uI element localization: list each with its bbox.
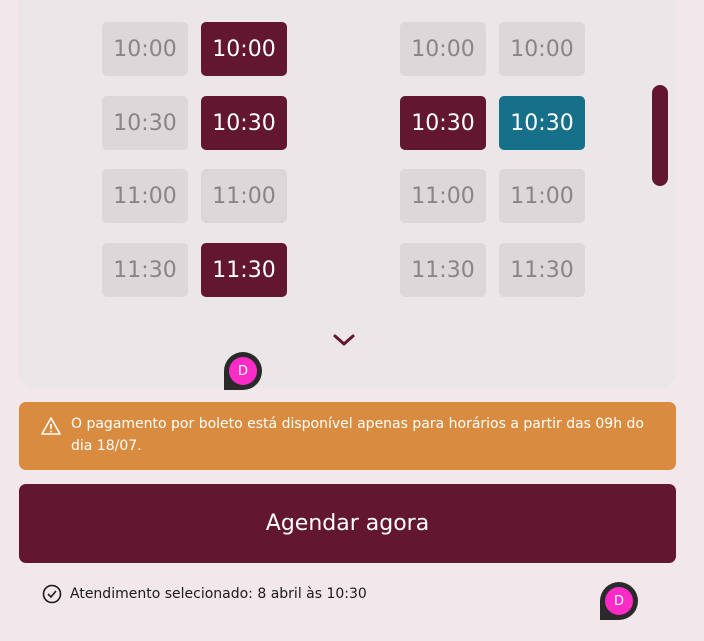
marker-label: D	[229, 357, 257, 385]
check-circle-icon	[42, 584, 62, 604]
time-slot[interactable]: 10:00	[201, 22, 287, 76]
time-slot[interactable]: 11:00	[499, 169, 585, 223]
time-slot[interactable]: 11:30	[201, 243, 287, 297]
time-slot[interactable]: 10:00	[499, 22, 585, 76]
boleto-warning: O pagamento por boleto está disponível a…	[19, 402, 676, 470]
time-slot-selected[interactable]: 10:30	[499, 96, 585, 150]
warning-icon	[41, 417, 61, 435]
selected-appointment: Atendimento selecionado: 8 abril às 10:3…	[42, 584, 367, 604]
schedule-now-button[interactable]: Agendar agora	[19, 484, 676, 563]
cursor-marker: D	[224, 352, 262, 390]
time-slot[interactable]: 10:30	[400, 96, 486, 150]
time-slot[interactable]: 11:30	[400, 243, 486, 297]
warning-text: O pagamento por boleto está disponível a…	[71, 416, 644, 454]
time-slot[interactable]: 10:00	[400, 22, 486, 76]
time-slot[interactable]: 11:00	[400, 169, 486, 223]
cursor-marker: D	[600, 582, 638, 620]
chevron-down-icon[interactable]	[332, 332, 356, 348]
selected-appointment-text: Atendimento selecionado: 8 abril às 10:3…	[70, 586, 367, 602]
time-slot[interactable]: 10:30	[102, 96, 188, 150]
time-slot[interactable]: 10:30	[201, 96, 287, 150]
time-slot[interactable]: 10:00	[102, 22, 188, 76]
time-slot[interactable]: 11:30	[102, 243, 188, 297]
scrollbar[interactable]	[652, 85, 668, 186]
time-slot[interactable]: 11:00	[102, 169, 188, 223]
marker-label: D	[605, 587, 633, 615]
time-slot[interactable]: 11:30	[499, 243, 585, 297]
time-slot[interactable]: 11:00	[201, 169, 287, 223]
